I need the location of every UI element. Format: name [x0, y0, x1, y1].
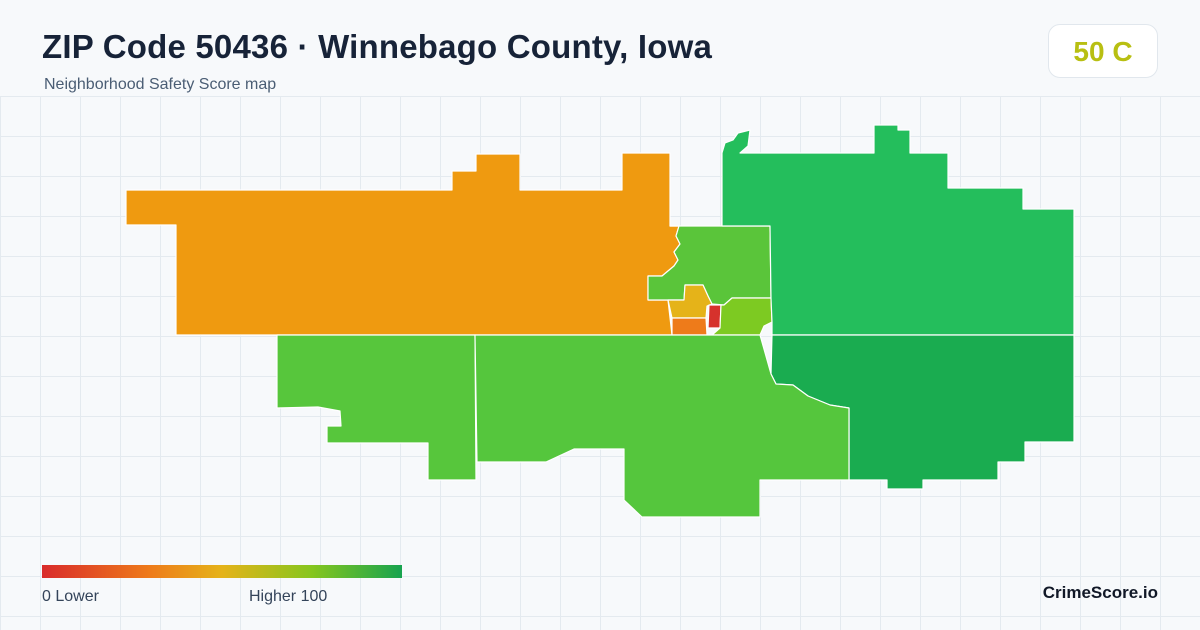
south-central-region[interactable] — [474, 334, 850, 518]
southwest-region[interactable] — [276, 334, 477, 481]
score-badge: 50 C — [1048, 24, 1158, 78]
page-title: ZIP Code 50436 · Winnebago County, Iowa — [42, 28, 713, 65]
legend-gradient-bar — [42, 565, 402, 578]
west-region[interactable] — [125, 152, 681, 336]
brand-logo[interactable]: CrimeScore.io — [1042, 583, 1158, 602]
score-grade: C — [1112, 36, 1133, 67]
header: ZIP Code 50436 · Winnebago County, Iowa … — [0, 0, 1200, 96]
downtown-inner-region[interactable] — [667, 284, 713, 319]
downtown-south-region[interactable] — [671, 317, 708, 336]
downtown-core-region[interactable] — [707, 304, 722, 329]
page-subtitle: Neighborhood Safety Score map — [44, 76, 277, 93]
northeast-region[interactable] — [721, 124, 1075, 336]
score-value: 50 — [1073, 36, 1105, 67]
legend-low-label: 0 Lower — [42, 588, 99, 605]
legend-high-label: Higher 100 — [249, 588, 328, 605]
